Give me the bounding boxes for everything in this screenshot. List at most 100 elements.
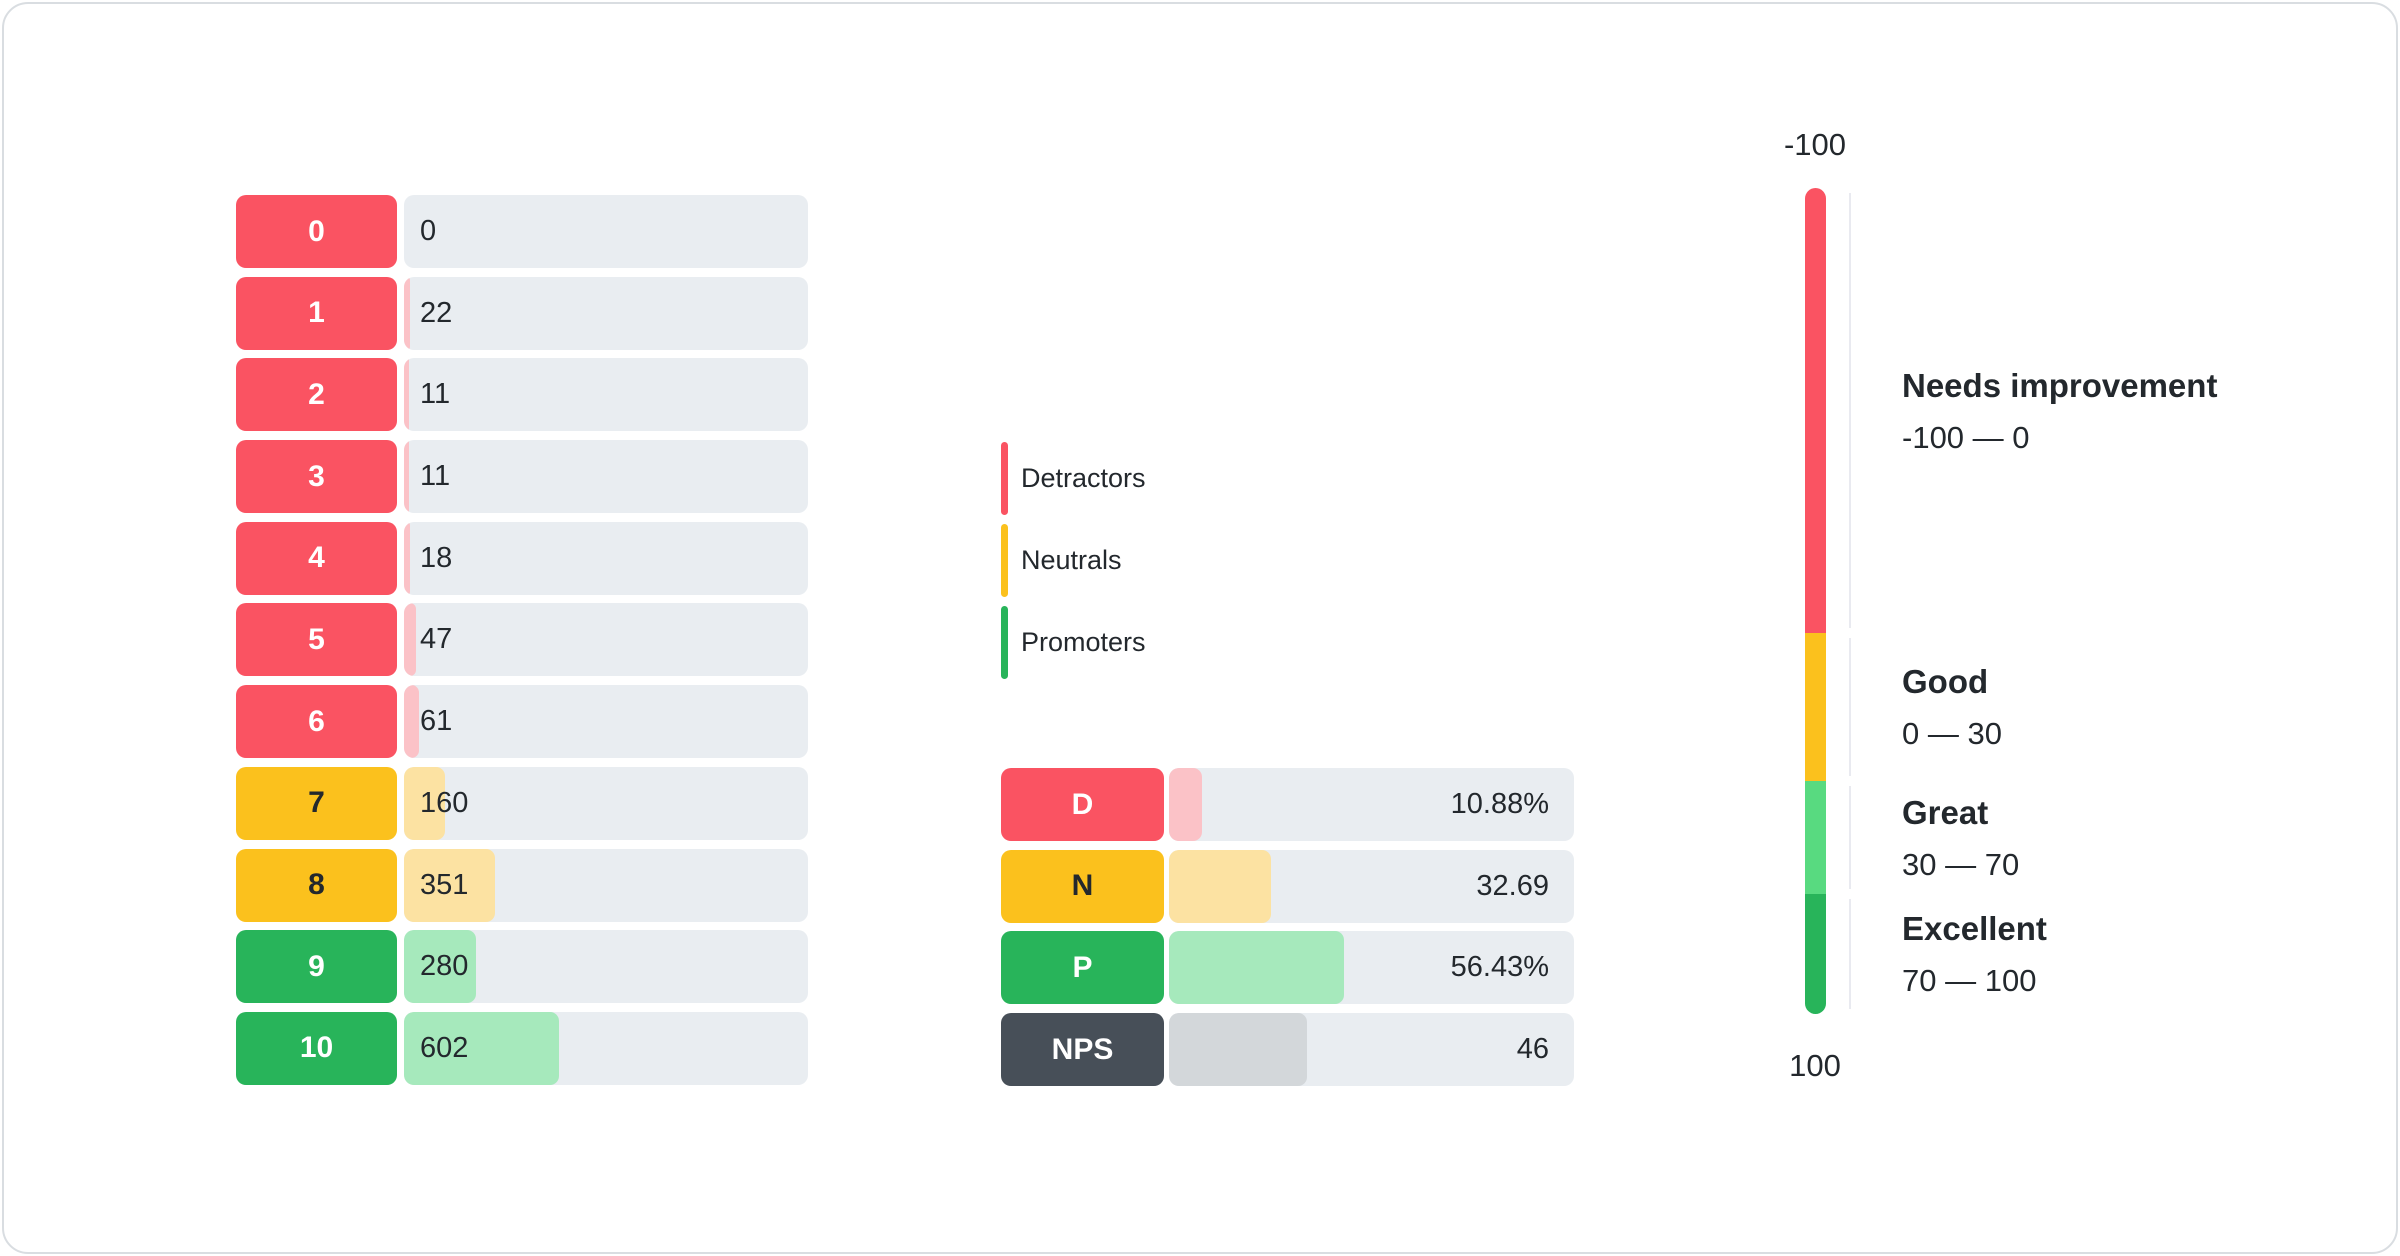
score-count: 160	[420, 786, 469, 819]
score-label-10: 10	[236, 1011, 397, 1085]
gauge-zone-label-excellent: Excellent 70 — 100	[1902, 912, 2047, 996]
gauge-axis-segment	[1849, 633, 1851, 781]
summary-track: 32.69	[1169, 849, 1574, 923]
gauge-zone-range: 70 — 100	[1902, 963, 2037, 999]
score-row: 1 22	[236, 276, 808, 350]
score-fill	[404, 603, 417, 677]
score-row: 3 11	[236, 440, 808, 514]
summary-value: 56.43%	[1450, 951, 1549, 984]
legend-item-neutrals[interactable]: Neutrals	[1001, 524, 1146, 597]
gauge-zone-label-needs-improvement: Needs improvement -100 — 0	[1902, 369, 2217, 453]
gauge-zone-title: Great	[1902, 793, 1989, 831]
summary-row: NPS 46	[1001, 1013, 1574, 1087]
summary-fill	[1169, 931, 1344, 1005]
gauge-min-label: -100	[1783, 127, 1847, 162]
score-label-6: 6	[236, 685, 397, 759]
score-track: 22	[404, 276, 808, 350]
score-track: 18	[404, 521, 808, 595]
gauge-axis-line	[1849, 188, 1851, 1014]
gauge-zone-title: Good	[1902, 663, 1989, 701]
score-track: 160	[404, 766, 808, 840]
score-label-5: 5	[236, 603, 397, 677]
summary-value: 46	[1516, 1033, 1549, 1066]
summary-track: 10.88%	[1169, 768, 1574, 841]
legend-item-detractors[interactable]: Detractors	[1001, 442, 1146, 515]
summary-label-d: D	[1001, 768, 1164, 841]
score-count: 351	[420, 868, 469, 901]
score-fill	[404, 1011, 559, 1085]
score-track: 61	[404, 685, 808, 759]
legend-item-promoters[interactable]: Promoters	[1001, 606, 1146, 679]
score-track: 47	[404, 603, 808, 677]
score-row: 6 61	[236, 685, 808, 759]
legend-swatch-detractors	[1001, 442, 1008, 515]
score-count: 0	[420, 215, 437, 247]
score-label-1: 1	[236, 276, 397, 350]
score-track: 0	[404, 195, 808, 268]
nps-legend: Detractors Neutrals Promoters	[1001, 442, 1146, 679]
score-count: 11	[420, 460, 451, 493]
score-label-3: 3	[236, 440, 397, 514]
gauge-zone-range: -100 — 0	[1902, 419, 2030, 455]
score-row: 4 18	[236, 521, 808, 595]
score-track: 351	[404, 848, 808, 922]
score-track: 280	[404, 930, 808, 1004]
score-fill	[404, 848, 495, 922]
score-row: 5 47	[236, 603, 808, 677]
legend-swatch-neutrals	[1001, 524, 1008, 597]
gauge-axis-segment	[1849, 781, 1851, 894]
score-row: 7 160	[236, 766, 808, 840]
summary-fill	[1169, 849, 1272, 923]
summary-label-n: N	[1001, 849, 1164, 923]
nps-summary-chart: D 10.88% N 32.69 P 56.43% NPS 46	[1001, 768, 1574, 1087]
score-row: 2 11	[236, 358, 808, 432]
gauge-axis-tick	[1849, 786, 1851, 890]
summary-row: N 32.69	[1001, 849, 1574, 923]
score-count: 602	[420, 1031, 469, 1064]
score-row: 8 351	[236, 848, 808, 922]
summary-row: D 10.88%	[1001, 768, 1574, 841]
gauge-axis-tick	[1849, 638, 1851, 777]
gauge-axis-segment	[1849, 894, 1851, 1014]
gauge-zone-labels: Needs improvement -100 — 0 Good 0 — 30 Great…	[1902, 188, 2362, 1014]
gauge-axis-segment	[1849, 188, 1851, 633]
gauge-segment-needs-improvement	[1805, 188, 1826, 634]
gauge-zone-range: 30 — 70	[1902, 846, 2020, 882]
gauge-zone-label-good: Good 0 — 30	[1902, 665, 2002, 749]
score-count: 47	[420, 623, 453, 656]
gauge-zone-title: Needs improvement	[1902, 366, 2218, 404]
gauge-segment-excellent	[1805, 894, 1826, 1014]
summary-fill	[1169, 1013, 1308, 1087]
gauge-zone-range: 0 — 30	[1902, 716, 2002, 752]
score-label-9: 9	[236, 930, 397, 1004]
gauge-axis-tick	[1849, 899, 1851, 1009]
gauge-zone-label-great: Great 30 — 70	[1902, 796, 2019, 880]
legend-swatch-promoters	[1001, 606, 1008, 679]
score-count: 11	[420, 378, 451, 411]
gauge-axis-tick	[1849, 193, 1851, 629]
score-track: 11	[404, 440, 808, 514]
summary-value: 10.88%	[1450, 788, 1549, 820]
score-count: 18	[420, 541, 453, 574]
score-label-7: 7	[236, 766, 397, 840]
score-label-0: 0	[236, 195, 397, 268]
score-fill	[404, 521, 411, 595]
summary-label-nps: NPS	[1001, 1013, 1164, 1087]
gauge-bar	[1805, 188, 1826, 1014]
legend-label: Promoters	[1021, 627, 1146, 657]
score-label-2: 2	[236, 358, 397, 432]
score-distribution-chart: 0 0 1 22 2 11 3 11 4 18 5 47 6 61 7 160 8 351 9 280 10 602	[236, 195, 808, 1085]
score-count: 280	[420, 950, 469, 983]
score-fill	[404, 930, 477, 1004]
summary-track: 46	[1169, 1013, 1574, 1087]
score-fill	[404, 685, 420, 759]
gauge-segment-great	[1805, 781, 1826, 895]
summary-label-p: P	[1001, 931, 1164, 1005]
legend-label: Detractors	[1021, 463, 1146, 493]
score-fill	[404, 358, 409, 432]
score-fill	[404, 440, 409, 514]
score-fill	[404, 276, 411, 350]
summary-value: 32.69	[1476, 869, 1549, 902]
